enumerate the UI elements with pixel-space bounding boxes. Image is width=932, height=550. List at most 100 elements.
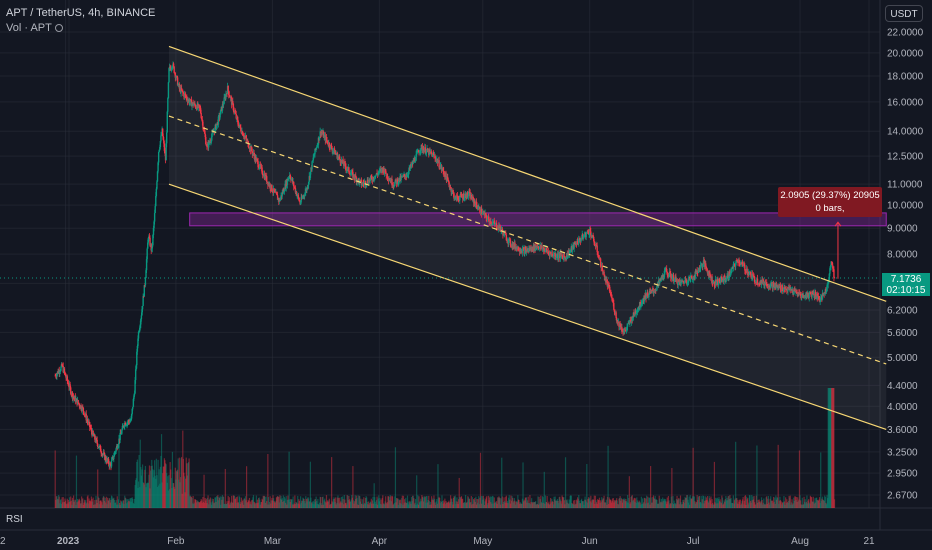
volume-bar [222,496,225,508]
candle-body [58,370,60,374]
volume-bar [770,496,772,508]
candle-body [794,289,796,291]
volume-bar [583,504,585,508]
candle-body [257,167,260,169]
volume-bar [508,495,510,508]
volume-bar [131,497,133,508]
volume-bar [442,503,444,508]
volume-bar [729,495,731,508]
candle-body [130,413,133,419]
volume-bar [308,498,310,508]
volume-bar [128,500,130,508]
candle-body [72,396,74,399]
candle-body [168,68,170,83]
candle-body [442,168,444,171]
candle-body [680,280,682,285]
volume-bar [491,503,493,508]
volume-bar [204,502,206,508]
volume-bar [64,500,67,508]
rsi-pane-label[interactable]: RSI [6,514,23,525]
candle-body [148,236,151,238]
candle-body [260,166,263,168]
measure-label[interactable]: 2.0905 (29.37%) 20905 0 bars, [778,187,882,217]
volume-bar [760,501,762,508]
candle-body [683,281,686,284]
volume-bar [431,496,433,508]
volume-bar [319,496,321,508]
volume-bar [271,500,274,508]
volume-bar [328,498,330,508]
volume-bar [562,497,564,508]
volume-bar [410,503,412,508]
price-tick-label: 18.0000 [887,72,924,83]
symbol-title[interactable]: APT / TetherUS, 4h, BINANCE [6,7,156,19]
candle-body [744,270,747,272]
visibility-icon[interactable] [54,24,63,33]
candle-body [88,422,91,428]
candle-body [64,372,66,374]
currency-button[interactable]: USDT [885,5,923,22]
candle-body [443,173,445,175]
volume-bar [381,504,383,508]
volume-bar [546,496,548,508]
volume-bar [104,497,106,508]
volume-bar [114,502,116,508]
volume-bar [782,502,784,508]
volume-label[interactable]: Vol · APT [6,22,52,34]
candle-body [459,197,461,201]
volume-bar [790,504,792,508]
volume-bar [714,502,716,508]
volume-bar [667,495,670,508]
candle-body [664,268,666,271]
volume-bar [330,503,332,508]
candle-body [702,264,704,267]
volume-bar [424,496,426,508]
candle-body [603,271,605,275]
volume-bar [402,495,405,508]
volume-bar [61,497,63,508]
candle-body [596,245,598,253]
volume-bar [302,498,305,508]
candle-body [183,93,186,97]
candle-body [190,99,193,107]
volume-bar [450,495,452,508]
volume-bar [198,502,200,508]
volume-bar [742,497,744,508]
volume-bar [657,503,659,508]
volume-bar [78,498,80,508]
volume-bar [678,498,680,508]
volume-bar [672,496,674,508]
volume-bar [373,483,375,508]
channel-fill [169,46,887,430]
candle-body [779,285,782,290]
volume-bar [594,503,596,508]
volume-bar [193,502,195,508]
volume-bar [695,502,698,508]
volume-bar [797,501,799,508]
volume-bar [539,503,541,508]
volume-bar [191,503,194,508]
volume-bar [341,502,343,508]
volume-bar [783,496,785,508]
volume-bar [394,447,397,508]
candle-body [423,150,425,153]
volume-bar [616,498,618,508]
candle-body [578,238,580,245]
volume-bar [770,500,772,508]
volume-bar [449,501,451,508]
volume-bar [116,496,118,508]
candle-body [537,246,540,248]
volume-bar [115,500,117,508]
volume-bar [526,502,528,508]
volume-bar [467,496,469,508]
volume-bar [150,470,152,508]
candle-body [287,178,290,181]
volume-bar [175,479,177,508]
volume-bar [205,498,207,508]
candle-body [613,303,615,310]
volume-bar [484,501,486,508]
volume-bar [274,502,276,508]
candle-body [242,135,244,137]
volume-bar [256,503,258,508]
